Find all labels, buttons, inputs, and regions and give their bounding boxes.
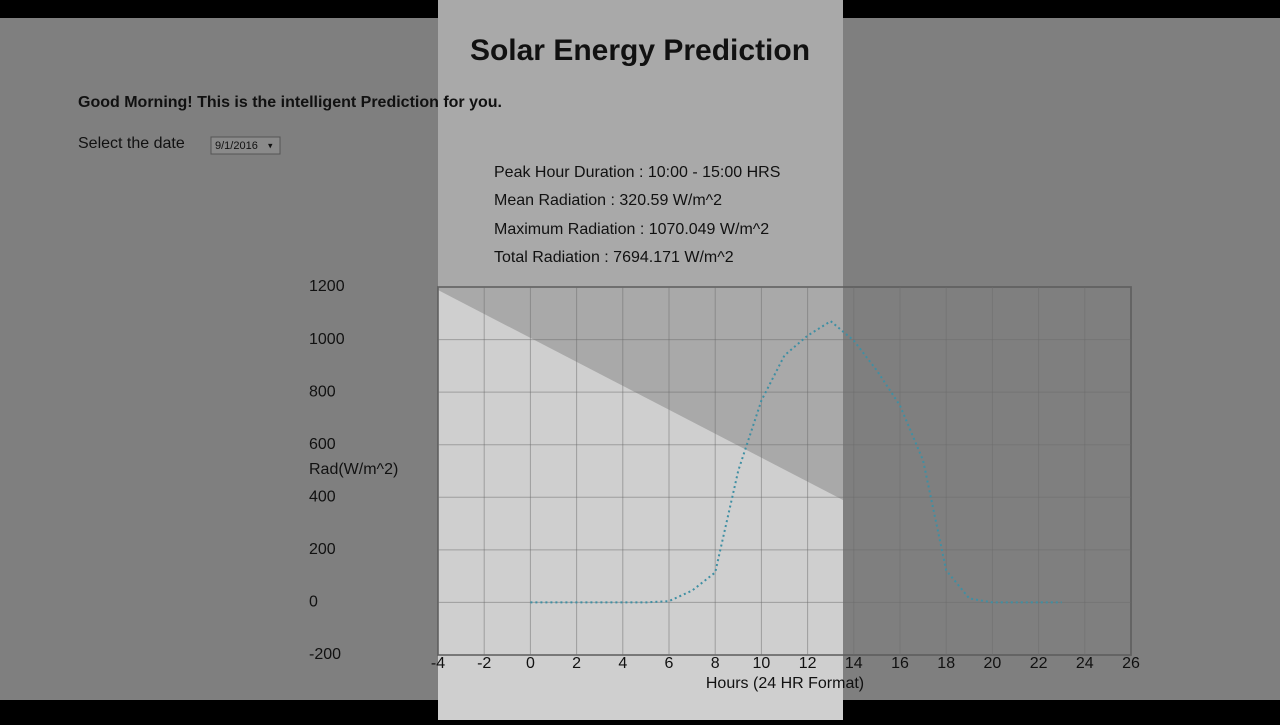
x-tick-label: 22 [1030,655,1048,672]
x-tick-label: -2 [477,655,491,672]
y-tick-label: 800 [309,383,336,400]
stat: Total Radiation : 7694.171 W/m^2 [494,249,734,266]
x-tick-label: 0 [526,655,535,672]
stat: Mean Radiation : 320.59 W/m^2 [494,192,722,209]
y-axis-label: Rad(W/m^2) [309,461,398,478]
x-tick-label: 2 [572,655,581,672]
x-axis-label: Hours (24 HR Format) [706,675,864,692]
y-tick-label: 400 [309,489,336,506]
x-tick-label: 20 [984,655,1002,672]
y-tick-label: 0 [309,594,318,611]
stat: Peak Hour Duration : 10:00 - 15:00 HRS [494,164,780,181]
x-tick-label: -4 [431,655,445,672]
title: Solar Energy Prediction [470,34,810,67]
y-tick-label: 200 [309,541,336,558]
y-tick-label: 1000 [309,331,345,348]
x-tick-label: 24 [1076,655,1094,672]
x-tick-label: 12 [799,655,817,672]
stat: Maximum Radiation : 1070.049 W/m^2 [494,221,769,238]
x-tick-label: 6 [665,655,674,672]
date-select[interactable] [210,136,281,155]
video-table [438,290,843,720]
x-tick-label: 26 [1122,655,1140,672]
x-tick-label: 10 [753,655,771,672]
y-tick-label: 1200 [309,278,345,295]
greeting: Good Morning! This is the intelligent Pr… [78,94,502,111]
date-select-value[interactable]: 9/1/2016 [215,140,258,152]
select-label: Select the date [78,135,185,152]
y-tick-label: 600 [309,436,336,453]
x-tick-label: 16 [891,655,909,672]
x-tick-label: 8 [711,655,720,672]
x-tick-label: 4 [618,655,627,672]
x-tick-label: 14 [845,655,863,672]
dropdown-arrow: ▾ [268,140,273,150]
y-tick-label: -200 [309,646,341,663]
x-tick-label: 18 [937,655,955,672]
